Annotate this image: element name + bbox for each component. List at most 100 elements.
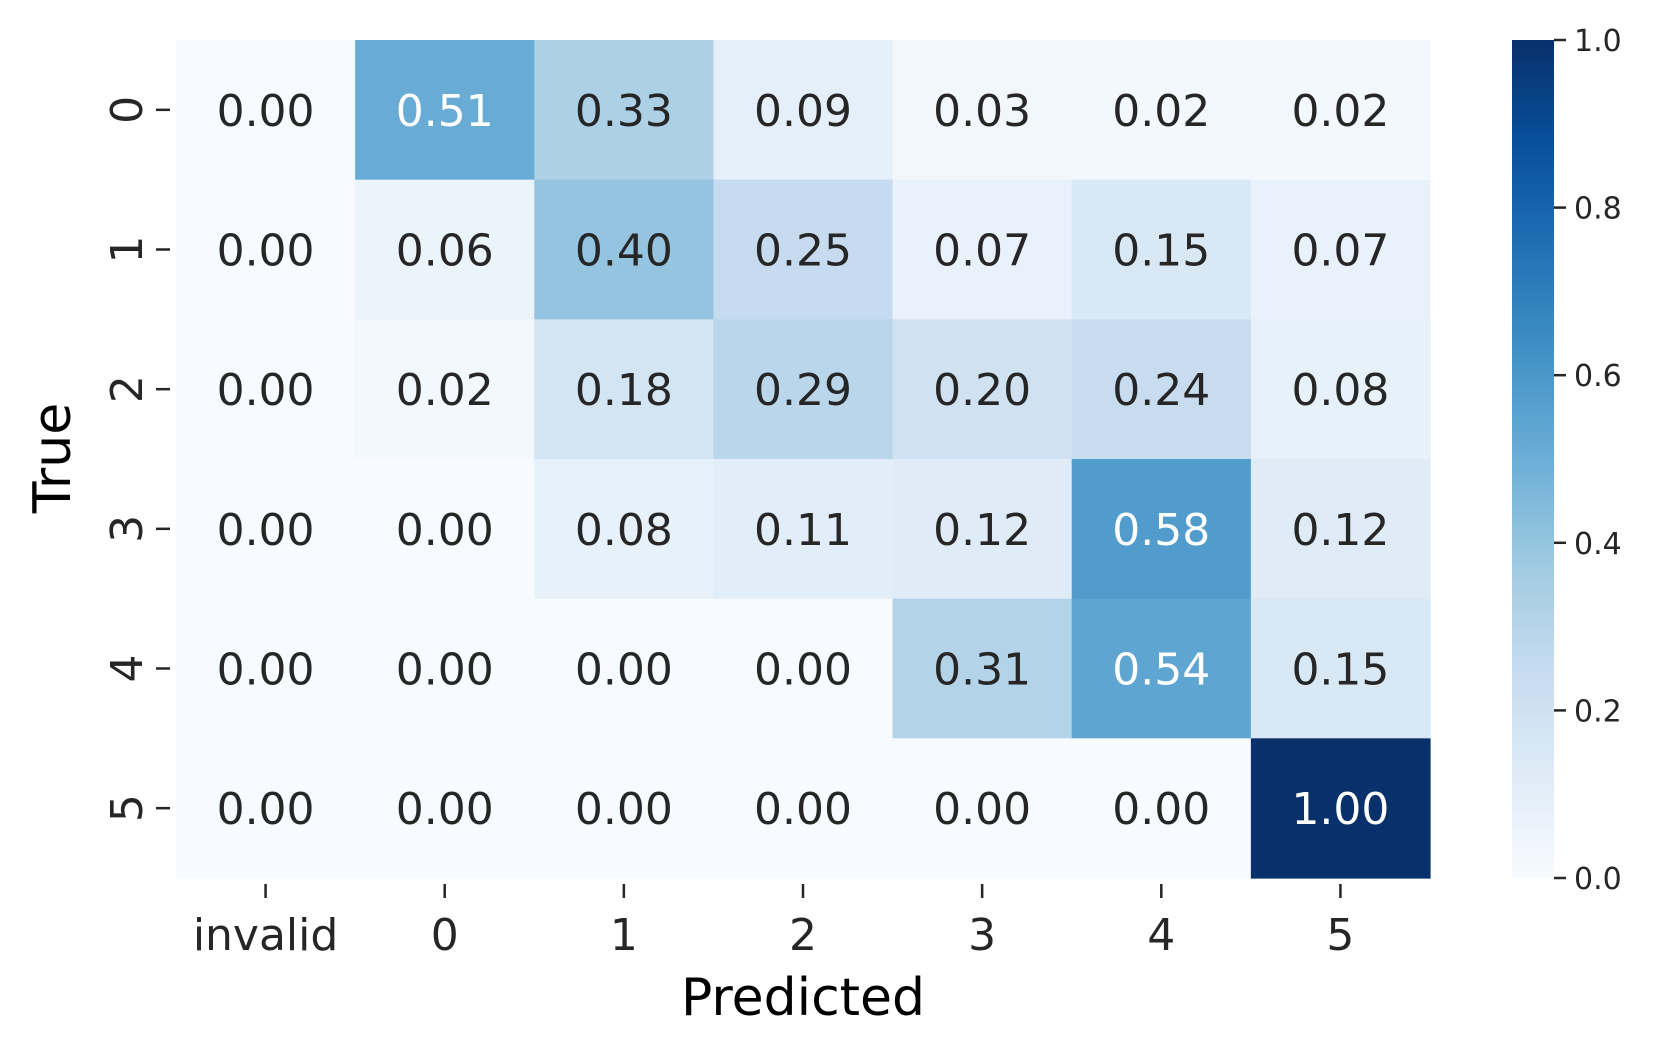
cell-value-label: 0.25 — [754, 226, 852, 277]
cell-value-label: 0.40 — [575, 226, 673, 277]
cell-value-label: 0.02 — [396, 365, 494, 416]
heatmap-cell — [534, 179, 715, 320]
cell-value-label: 0.18 — [575, 365, 673, 416]
x-tick-label: 1 — [610, 910, 638, 961]
heatmap-cell — [1071, 738, 1252, 879]
x-tick-label: 5 — [1326, 910, 1354, 961]
x-axis-label: Predicted — [681, 968, 925, 1028]
heatmap-cell — [1071, 319, 1252, 460]
cell-value-label: 0.09 — [754, 86, 852, 137]
cell-value-label: 0.12 — [1291, 505, 1389, 556]
x-tick-label: 2 — [789, 910, 817, 961]
heatmap-cell — [355, 40, 535, 181]
heatmap-cell — [534, 598, 715, 739]
cell-value-label: 0.06 — [396, 226, 494, 277]
y-axis: 0 1 2 3 4 5 — [102, 96, 170, 822]
colorbar-gradient — [1512, 40, 1554, 878]
heatmap-cell — [892, 598, 1073, 739]
y-tick-label: 1 — [102, 236, 153, 264]
heatmap-cell — [892, 459, 1073, 600]
colorbar-tick-label: 0.4 — [1574, 527, 1622, 562]
heatmap-cell — [176, 598, 356, 739]
heatmap-cell — [176, 459, 356, 600]
cell-value-label: 0.31 — [933, 645, 1031, 696]
heatmap-cell — [713, 179, 894, 320]
cell-value-label: 0.00 — [217, 226, 315, 277]
heatmap-cell — [892, 738, 1073, 879]
cell-value-label: 0.02 — [1112, 86, 1210, 137]
x-tick-label: 4 — [1147, 910, 1175, 961]
colorbar-tick-label: 0.2 — [1574, 694, 1622, 729]
heatmap-cell — [1071, 598, 1252, 739]
heatmap-cell — [1250, 738, 1431, 879]
heatmap-cell — [176, 40, 356, 181]
y-tick-label: 2 — [102, 375, 153, 403]
heatmap-cell — [534, 40, 715, 181]
cell-value-label: 0.12 — [933, 505, 1031, 556]
colorbar-tick-label: 1.0 — [1574, 24, 1622, 59]
heatmap-cell — [355, 738, 535, 879]
cell-value-label: 0.54 — [1112, 645, 1210, 696]
cell-value-label: 0.24 — [1112, 365, 1210, 416]
heatmap-cell — [534, 738, 715, 879]
y-axis-label: True — [23, 403, 83, 514]
cell-value-label: 0.29 — [754, 365, 852, 416]
cell-value-label: 0.02 — [1291, 86, 1389, 137]
heatmap-cell — [534, 459, 715, 600]
heatmap-cell — [713, 738, 894, 879]
colorbar: 0.0 0.2 0.4 0.6 0.8 1.0 — [1512, 24, 1622, 897]
cell-value-label: 0.00 — [217, 505, 315, 556]
x-tick-label: invalid — [193, 910, 339, 961]
cell-value-label: 0.00 — [217, 86, 315, 137]
cell-value-label: 0.00 — [396, 645, 494, 696]
cell-value-label: 0.00 — [217, 365, 315, 416]
heatmap-cell — [713, 40, 894, 181]
heatmap-cell — [1250, 319, 1431, 460]
cell-value-label: 1.00 — [1291, 784, 1389, 835]
cell-value-label: 0.00 — [217, 645, 315, 696]
cell-value-label: 0.07 — [933, 226, 1031, 277]
y-tick-label: 3 — [102, 515, 153, 543]
cell-value-label: 0.20 — [933, 365, 1031, 416]
heatmap-cell — [713, 598, 894, 739]
cell-value-label: 0.00 — [575, 784, 673, 835]
cell-value-label: 0.00 — [754, 784, 852, 835]
y-tick-label: 4 — [102, 655, 153, 683]
x-tick-label: 0 — [431, 910, 459, 961]
heatmap-cell — [355, 179, 535, 320]
heatmap-cell — [534, 319, 715, 460]
cell-value-label: 0.11 — [754, 505, 852, 556]
cell-value-label: 0.51 — [396, 86, 494, 137]
cell-value-label: 0.00 — [933, 784, 1031, 835]
heatmap-cell — [892, 40, 1073, 181]
heatmap-cell — [1071, 459, 1252, 600]
heatmap-cell — [176, 738, 356, 879]
heatmap-cell — [355, 598, 535, 739]
heatmap-cell — [355, 319, 535, 460]
cell-value-label: 0.00 — [1112, 784, 1210, 835]
cell-value-label: 0.07 — [1291, 226, 1389, 277]
y-tick-label: 5 — [102, 794, 153, 822]
cell-value-label: 0.33 — [575, 86, 673, 137]
x-axis: invalid 0 1 2 3 4 5 — [193, 884, 1354, 961]
cell-value-label: 0.03 — [933, 86, 1031, 137]
cell-value-label: 0.15 — [1112, 226, 1210, 277]
heatmap-cell — [713, 319, 894, 460]
heatmap-cell — [1250, 40, 1431, 181]
heatmap-cells — [176, 40, 1431, 879]
cell-value-label: 0.15 — [1291, 645, 1389, 696]
heatmap-cell — [176, 319, 356, 460]
cell-value-label: 0.00 — [396, 505, 494, 556]
heatmap-cell — [1071, 179, 1252, 320]
heatmap-cell — [892, 179, 1073, 320]
cell-value-label: 0.00 — [754, 645, 852, 696]
colorbar-tick-label: 0.8 — [1574, 192, 1622, 227]
cell-value-label: 0.00 — [217, 784, 315, 835]
heatmap-cell-labels: 0.00 0.51 0.33 0.09 0.03 0.02 0.02 0.00 0.06 0.40… — [217, 86, 1390, 835]
heatmap-cell — [1250, 459, 1431, 600]
cell-value-label: 0.58 — [1112, 505, 1210, 556]
heatmap-cell — [1250, 179, 1431, 320]
colorbar-tick-label: 0.6 — [1574, 359, 1622, 394]
heatmap-cell — [713, 459, 894, 600]
